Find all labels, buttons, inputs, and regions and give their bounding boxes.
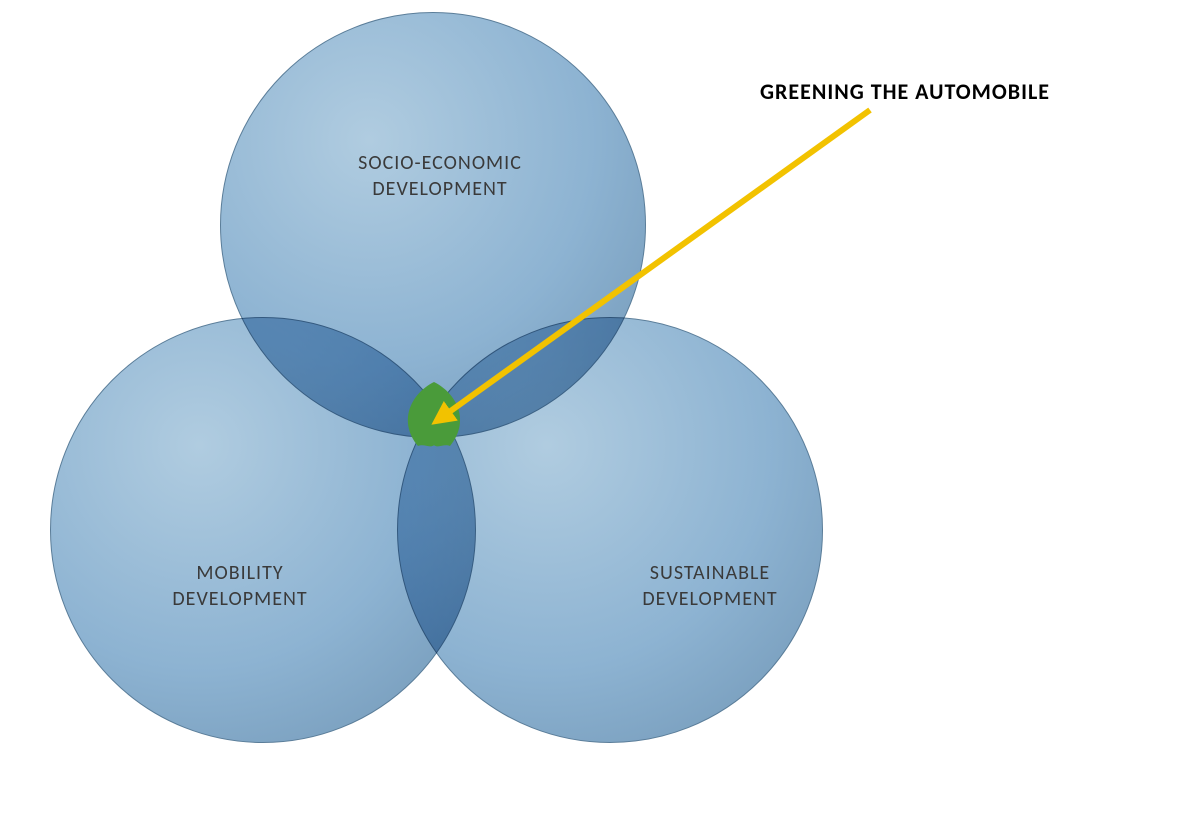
callout-label: GREENING THE AUTOMOBILE	[760, 78, 1050, 105]
center-intersection	[394, 378, 474, 458]
circle-label-right: SUSTAINABLE DEVELOPMENT	[590, 560, 830, 612]
circle-label-top: SOCIO-ECONOMIC DEVELOPMENT	[320, 150, 560, 202]
venn-diagram: SOCIO-ECONOMIC DEVELOPMENT MOBILITY DEVE…	[0, 0, 1200, 823]
circle-label-left: MOBILITY DEVELOPMENT	[120, 560, 360, 612]
